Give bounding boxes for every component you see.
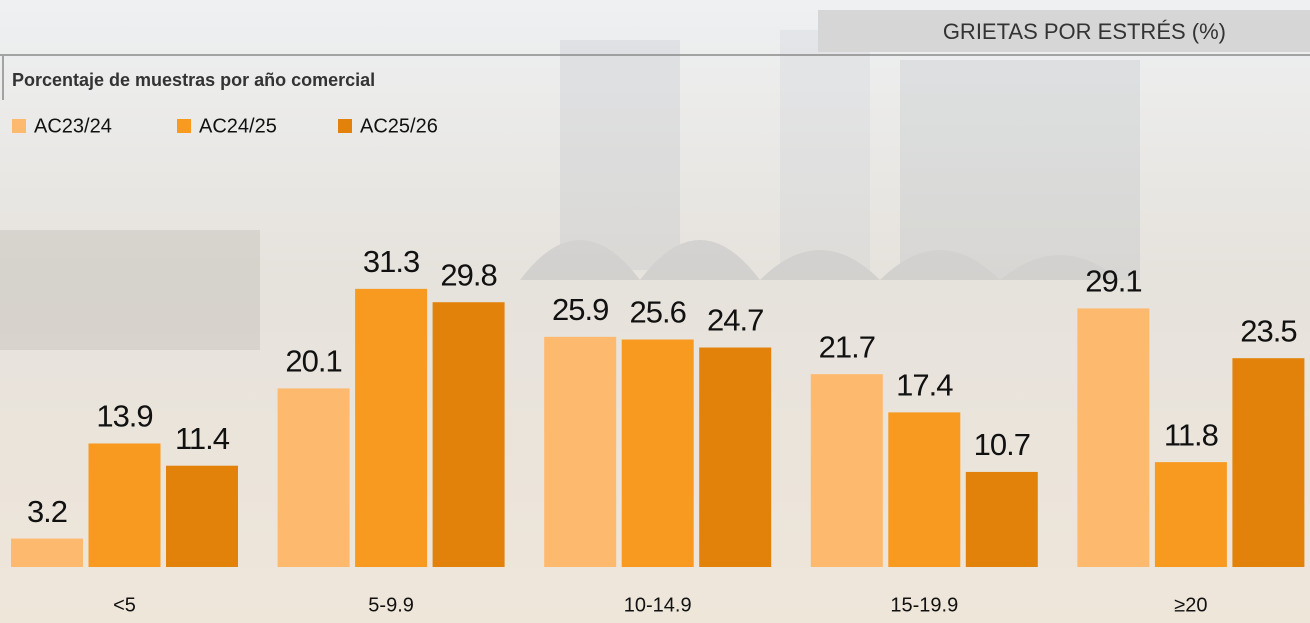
data-label: 13.9 (96, 399, 152, 434)
bar (1077, 308, 1149, 567)
chart-title: Porcentaje de muestras por año comercial (12, 70, 375, 90)
header: GRIETAS POR ESTRÉS (%) (943, 19, 1226, 44)
bar (89, 443, 161, 567)
data-label: 29.8 (440, 257, 496, 292)
legend-swatch (338, 119, 352, 133)
data-label: 24.7 (707, 303, 763, 338)
bar (355, 289, 427, 567)
legend-label: AC24/25 (199, 115, 277, 137)
data-label: 29.1 (1085, 264, 1141, 299)
x-tick-label: <5 (113, 594, 136, 616)
data-label: 10.7 (974, 427, 1030, 462)
x-tick-label: 15-19.9 (890, 594, 958, 616)
bar (544, 337, 616, 567)
bar (1155, 462, 1227, 567)
x-tick-label: ≥20 (1174, 594, 1207, 616)
legend: AC23/24 AC24/25 AC25/26 (12, 115, 438, 137)
legend-label: AC25/26 (360, 115, 438, 137)
bar (888, 412, 960, 567)
bar (1232, 358, 1304, 567)
chart: GRIETAS POR ESTRÉS (%) Porcentaje de mue… (0, 0, 1310, 623)
bar (433, 302, 505, 567)
bar (966, 472, 1038, 567)
bar (811, 374, 883, 567)
data-label: 11.4 (175, 421, 230, 456)
bar (166, 466, 238, 567)
data-label: 3.2 (27, 494, 67, 529)
x-tick-label: 10-14.9 (624, 594, 692, 616)
bar (11, 539, 83, 567)
x-tick-label: 5-9.9 (368, 594, 414, 616)
bar (278, 388, 350, 567)
data-label: 31.3 (363, 244, 419, 279)
data-label: 25.9 (552, 292, 608, 327)
data-label: 11.8 (1164, 417, 1218, 452)
data-label: 20.1 (285, 344, 341, 379)
data-label: 23.5 (1240, 313, 1296, 348)
data-label: 25.6 (630, 295, 686, 330)
bar (699, 348, 771, 567)
legend-swatch (12, 119, 26, 133)
legend-label: AC23/24 (34, 115, 112, 137)
legend-swatch (177, 119, 191, 133)
data-label: 17.4 (896, 368, 953, 403)
bar (622, 340, 694, 567)
data-label: 21.7 (819, 329, 875, 364)
